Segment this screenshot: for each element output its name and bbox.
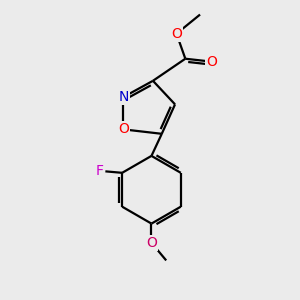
Text: O: O: [171, 27, 182, 41]
Text: O: O: [118, 122, 129, 136]
Text: F: F: [96, 164, 104, 178]
Text: O: O: [206, 55, 217, 69]
Text: O: O: [146, 236, 157, 250]
Text: N: N: [118, 90, 129, 104]
